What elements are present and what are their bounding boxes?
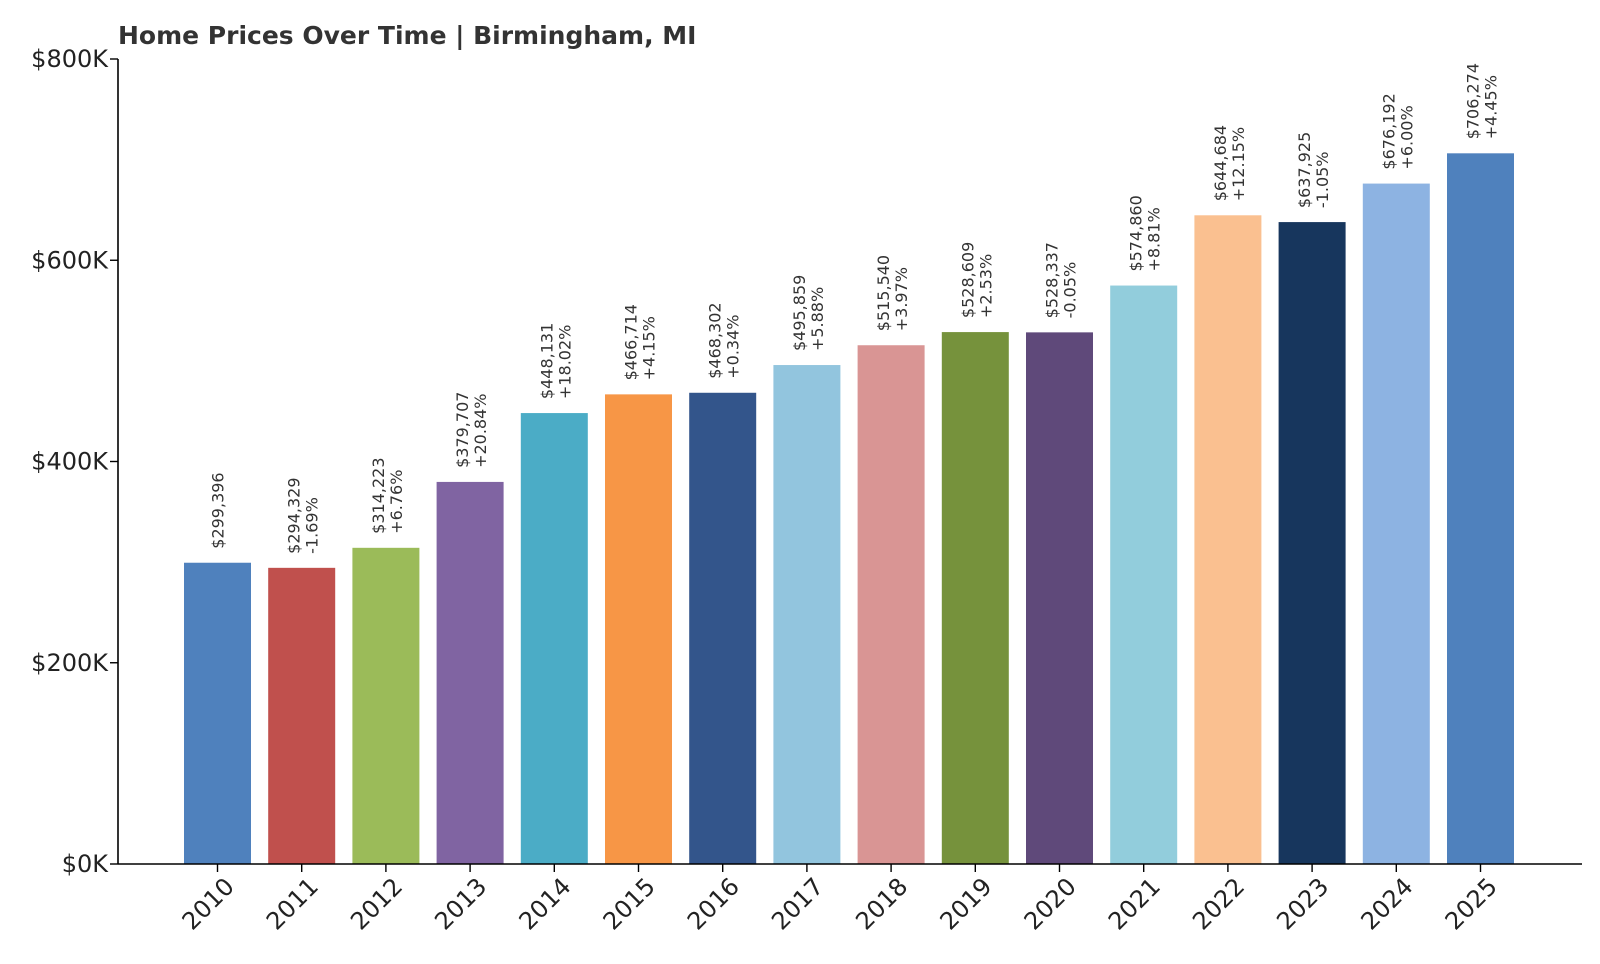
- bar-2014: [520, 413, 588, 864]
- change-label-2025: +4.45%: [1482, 75, 1501, 139]
- bar-2023: [1278, 222, 1346, 865]
- x-tick-label-2020: 2020: [1019, 872, 1082, 935]
- bar-2024: [1362, 183, 1430, 865]
- bar-2013: [436, 481, 504, 864]
- value-label-2011: $294,329: [285, 477, 304, 553]
- x-tick-label-2015: 2015: [598, 872, 661, 935]
- change-label-2011: -1.69%: [303, 497, 322, 554]
- bar-2010: [184, 562, 251, 864]
- value-label-2015: $466,714: [622, 304, 641, 380]
- x-tick-label-2021: 2021: [1103, 872, 1166, 935]
- change-label-2021: +8.81%: [1145, 207, 1164, 271]
- value-label-2024: $676,192: [1379, 93, 1398, 169]
- bar-2012: [352, 547, 420, 864]
- value-label-2012: $314,223: [369, 457, 388, 533]
- value-label-2018: $515,540: [874, 255, 893, 331]
- value-label-2016: $468,302: [706, 302, 725, 378]
- change-label-2023: -1.05%: [1313, 151, 1332, 208]
- bar-2016: [689, 392, 757, 864]
- change-label-2022: +12.15%: [1229, 127, 1248, 201]
- change-label-2013: +20.84%: [471, 393, 490, 467]
- y-tick-label: $0K: [62, 850, 110, 878]
- value-label-2025: $706,274: [1464, 63, 1483, 139]
- value-label-2021: $574,860: [1127, 195, 1146, 271]
- y-axis: $0K $200K $400K $600K $800K: [31, 45, 119, 878]
- change-label-2014: +18.02%: [555, 325, 574, 399]
- change-label-2020: -0.05%: [1061, 262, 1080, 319]
- change-label-2018: +3.97%: [892, 267, 911, 331]
- value-label-2017: $495,859: [790, 275, 809, 351]
- value-label-2022: $644,684: [1211, 125, 1230, 201]
- x-tick-label-2014: 2014: [514, 872, 577, 935]
- bar-2025: [1447, 153, 1514, 865]
- x-tick-label-2023: 2023: [1271, 872, 1334, 935]
- bar-2015: [605, 394, 672, 864]
- change-label-2015: +4.15%: [640, 316, 659, 380]
- x-tick-label-2016: 2016: [682, 872, 745, 935]
- value-labels: $299,396 $294,329 -1.69% $314,223 +6.76% $379…: [209, 63, 1501, 554]
- change-label-2016: +0.34%: [724, 315, 743, 379]
- value-label-2013: $379,707: [453, 392, 472, 468]
- value-label-2023: $637,925: [1295, 132, 1314, 208]
- value-label-2014: $448,131: [537, 323, 556, 399]
- change-label-2017: +5.88%: [808, 287, 827, 351]
- x-tick-label-2013: 2013: [429, 872, 492, 935]
- y-tick-label: $200K: [31, 649, 109, 677]
- x-tick-label-2011: 2011: [261, 872, 324, 935]
- x-tick-label-2019: 2019: [935, 872, 998, 935]
- change-label-2019: +2.53%: [976, 254, 995, 318]
- bar-2011: [268, 567, 336, 864]
- change-label-2024: +6.00%: [1397, 105, 1416, 169]
- x-tick-label-2024: 2024: [1356, 872, 1419, 935]
- bars: [184, 153, 1514, 865]
- change-label-2012: +6.76%: [387, 470, 406, 534]
- y-tick-label: $600K: [31, 246, 109, 274]
- value-label-2019: $528,609: [958, 242, 977, 318]
- bar-2017: [773, 365, 841, 864]
- y-tick-label: $400K: [31, 448, 109, 476]
- x-tick-label-2012: 2012: [345, 872, 408, 935]
- bar-2022: [1194, 215, 1262, 864]
- bar-2020: [1026, 332, 1093, 864]
- bar-2019: [941, 332, 1009, 865]
- value-label-2020: $528,337: [1043, 242, 1062, 318]
- value-label-2010: $299,396: [209, 472, 228, 548]
- bar-2018: [857, 345, 925, 864]
- chart-title: Home Prices Over Time | Birmingham, MI: [118, 21, 696, 50]
- x-axis: 2010 2011 2012 2013 2014 2015 2016 2017 2018 2019…: [118, 863, 1582, 935]
- y-tick-label: $800K: [31, 45, 109, 73]
- x-tick-label-2025: 2025: [1440, 872, 1503, 935]
- bar-2021: [1110, 285, 1178, 864]
- x-tick-label-2017: 2017: [766, 872, 829, 935]
- x-tick-label-2010: 2010: [177, 872, 240, 935]
- x-tick-label-2022: 2022: [1187, 872, 1250, 935]
- x-tick-label-2018: 2018: [850, 872, 913, 935]
